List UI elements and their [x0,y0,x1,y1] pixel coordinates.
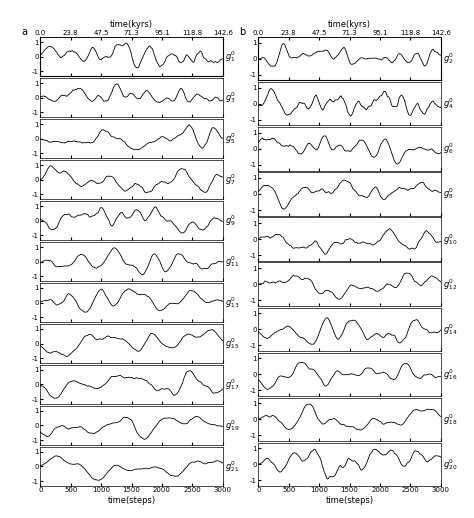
Text: $g_{9}^0$: $g_{9}^0$ [225,213,236,228]
Text: $g_{18}^0$: $g_{18}^0$ [443,412,457,427]
X-axis label: time(kyrs): time(kyrs) [110,20,153,29]
Text: $g_{20}^0$: $g_{20}^0$ [443,457,457,472]
X-axis label: time(steps): time(steps) [326,496,374,505]
Text: $g_{2}^0$: $g_{2}^0$ [443,51,454,66]
X-axis label: time(kyrs): time(kyrs) [328,20,371,29]
Text: $g_{13}^0$: $g_{13}^0$ [225,295,239,310]
Text: $g_{3}^0$: $g_{3}^0$ [225,90,236,105]
Text: $g_{8}^0$: $g_{8}^0$ [443,186,454,202]
Text: b: b [239,27,246,37]
Text: $g_{16}^0$: $g_{16}^0$ [443,367,457,382]
Text: $g_{17}^0$: $g_{17}^0$ [225,377,239,392]
Text: $g_{7}^0$: $g_{7}^0$ [225,172,236,187]
Text: $g_{10}^0$: $g_{10}^0$ [443,232,457,247]
Text: $g_{1}^0$: $g_{1}^0$ [225,49,236,64]
Text: $g_{5}^0$: $g_{5}^0$ [225,131,236,146]
Text: $g_{19}^0$: $g_{19}^0$ [225,418,239,433]
Text: $g_{12}^0$: $g_{12}^0$ [443,277,457,292]
Text: $g_{6}^0$: $g_{6}^0$ [443,141,454,156]
Text: a: a [21,27,27,37]
Text: $g_{11}^0$: $g_{11}^0$ [225,254,239,269]
Text: $g_{15}^0$: $g_{15}^0$ [225,336,239,351]
Text: $g_{4}^0$: $g_{4}^0$ [443,96,454,111]
Text: $g_{21}^0$: $g_{21}^0$ [225,459,239,474]
X-axis label: time(steps): time(steps) [108,496,155,505]
Text: $g_{14}^0$: $g_{14}^0$ [443,322,457,337]
